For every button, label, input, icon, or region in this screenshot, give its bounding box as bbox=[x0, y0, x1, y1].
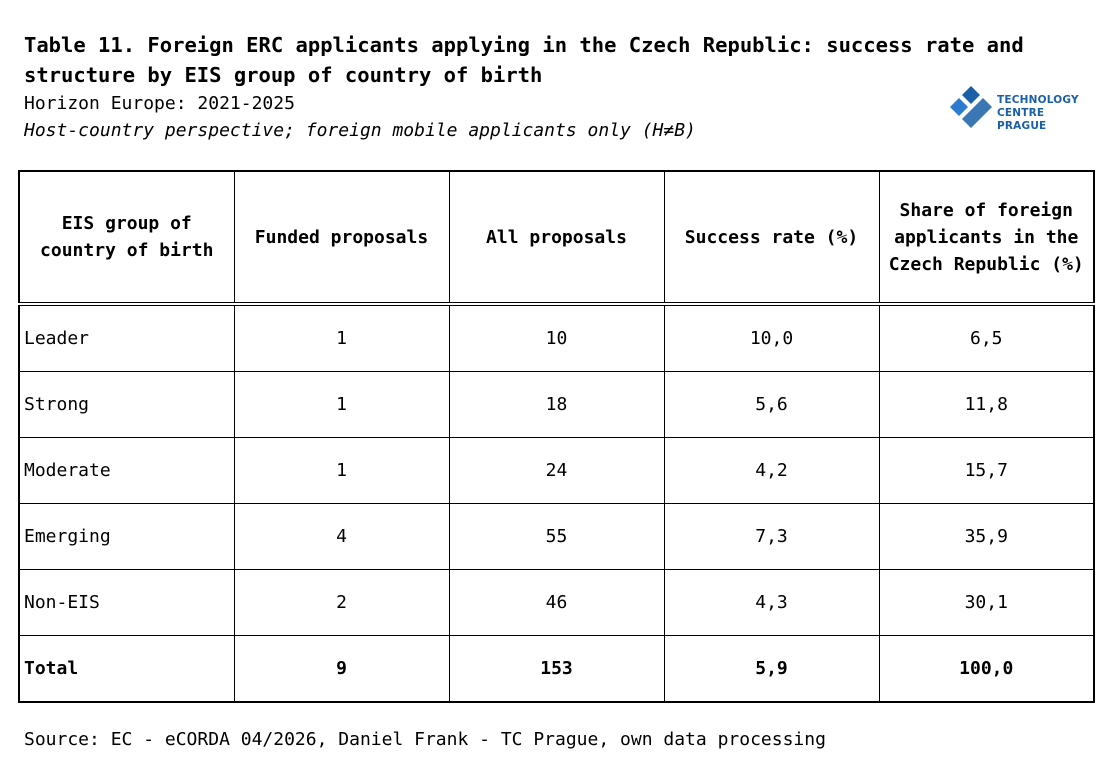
cell-success: 4,3 bbox=[663, 569, 880, 636]
logo-line-1: TECHNOLOGY bbox=[997, 94, 1079, 106]
cell-all: 153 bbox=[448, 635, 665, 703]
subtitle: Horizon Europe: 2021-2025 bbox=[24, 93, 295, 114]
cell-share: 100,0 bbox=[878, 635, 1095, 703]
col-header-funded: Funded proposals bbox=[233, 170, 450, 306]
cell-all: 46 bbox=[448, 569, 665, 636]
cell-group: Non-EIS bbox=[18, 569, 235, 636]
col-header-share: Share of foreign applicants in the Czech… bbox=[878, 170, 1095, 306]
table-row: Leader 1 10 10,0 6,5 bbox=[18, 303, 1095, 372]
perspective-note: Host-country perspective; foreign mobile… bbox=[24, 120, 696, 141]
table-row: Strong 1 18 5,6 11,8 bbox=[18, 371, 1095, 438]
cell-share: 35,9 bbox=[878, 503, 1095, 570]
logo-text: TECHNOLOGY CENTRE PRAGUE bbox=[997, 94, 1093, 133]
cell-share: 6,5 bbox=[878, 303, 1095, 372]
table-row: Non-EIS 2 46 4,3 30,1 bbox=[18, 569, 1095, 636]
cell-group: Total bbox=[18, 635, 235, 703]
cell-funded: 2 bbox=[233, 569, 450, 636]
cell-all: 24 bbox=[448, 437, 665, 504]
col-header-all: All proposals bbox=[448, 170, 665, 306]
table-row: Emerging 4 55 7,3 35,9 bbox=[18, 503, 1095, 570]
data-table: EIS group of country of birth Funded pro… bbox=[18, 170, 1095, 703]
cell-all: 18 bbox=[448, 371, 665, 438]
table-header-row: EIS group of country of birth Funded pro… bbox=[18, 170, 1095, 306]
col-header-eis-group: EIS group of country of birth bbox=[18, 170, 235, 306]
cell-all: 10 bbox=[448, 303, 665, 372]
cell-funded: 1 bbox=[233, 303, 450, 372]
col-header-success-rate: Success rate (%) bbox=[663, 170, 880, 306]
cell-success: 5,9 bbox=[663, 635, 880, 703]
tc-logo-icon bbox=[950, 86, 992, 128]
cell-funded: 9 bbox=[233, 635, 450, 703]
cell-group: Leader bbox=[18, 303, 235, 372]
cell-share: 15,7 bbox=[878, 437, 1095, 504]
cell-group: Emerging bbox=[18, 503, 235, 570]
source-note: Source: EC - eCORDA 04/2026, Daniel Fran… bbox=[24, 729, 826, 750]
cell-success: 10,0 bbox=[663, 303, 880, 372]
cell-group: Strong bbox=[18, 371, 235, 438]
cell-success: 7,3 bbox=[663, 503, 880, 570]
cell-funded: 1 bbox=[233, 371, 450, 438]
table-row: Moderate 1 24 4,2 15,7 bbox=[18, 437, 1095, 504]
cell-share: 30,1 bbox=[878, 569, 1095, 636]
cell-funded: 4 bbox=[233, 503, 450, 570]
table-total-row: Total 9 153 5,9 100,0 bbox=[18, 635, 1095, 703]
cell-success: 5,6 bbox=[663, 371, 880, 438]
logo-line-2: CENTRE PRAGUE bbox=[997, 107, 1047, 132]
page-title: Table 11. Foreign ERC applicants applyin… bbox=[24, 33, 1024, 87]
cell-share: 11,8 bbox=[878, 371, 1095, 438]
cell-all: 55 bbox=[448, 503, 665, 570]
tc-prague-logo: TECHNOLOGY CENTRE PRAGUE bbox=[948, 84, 1093, 133]
cell-funded: 1 bbox=[233, 437, 450, 504]
cell-group: Moderate bbox=[18, 437, 235, 504]
cell-success: 4,2 bbox=[663, 437, 880, 504]
